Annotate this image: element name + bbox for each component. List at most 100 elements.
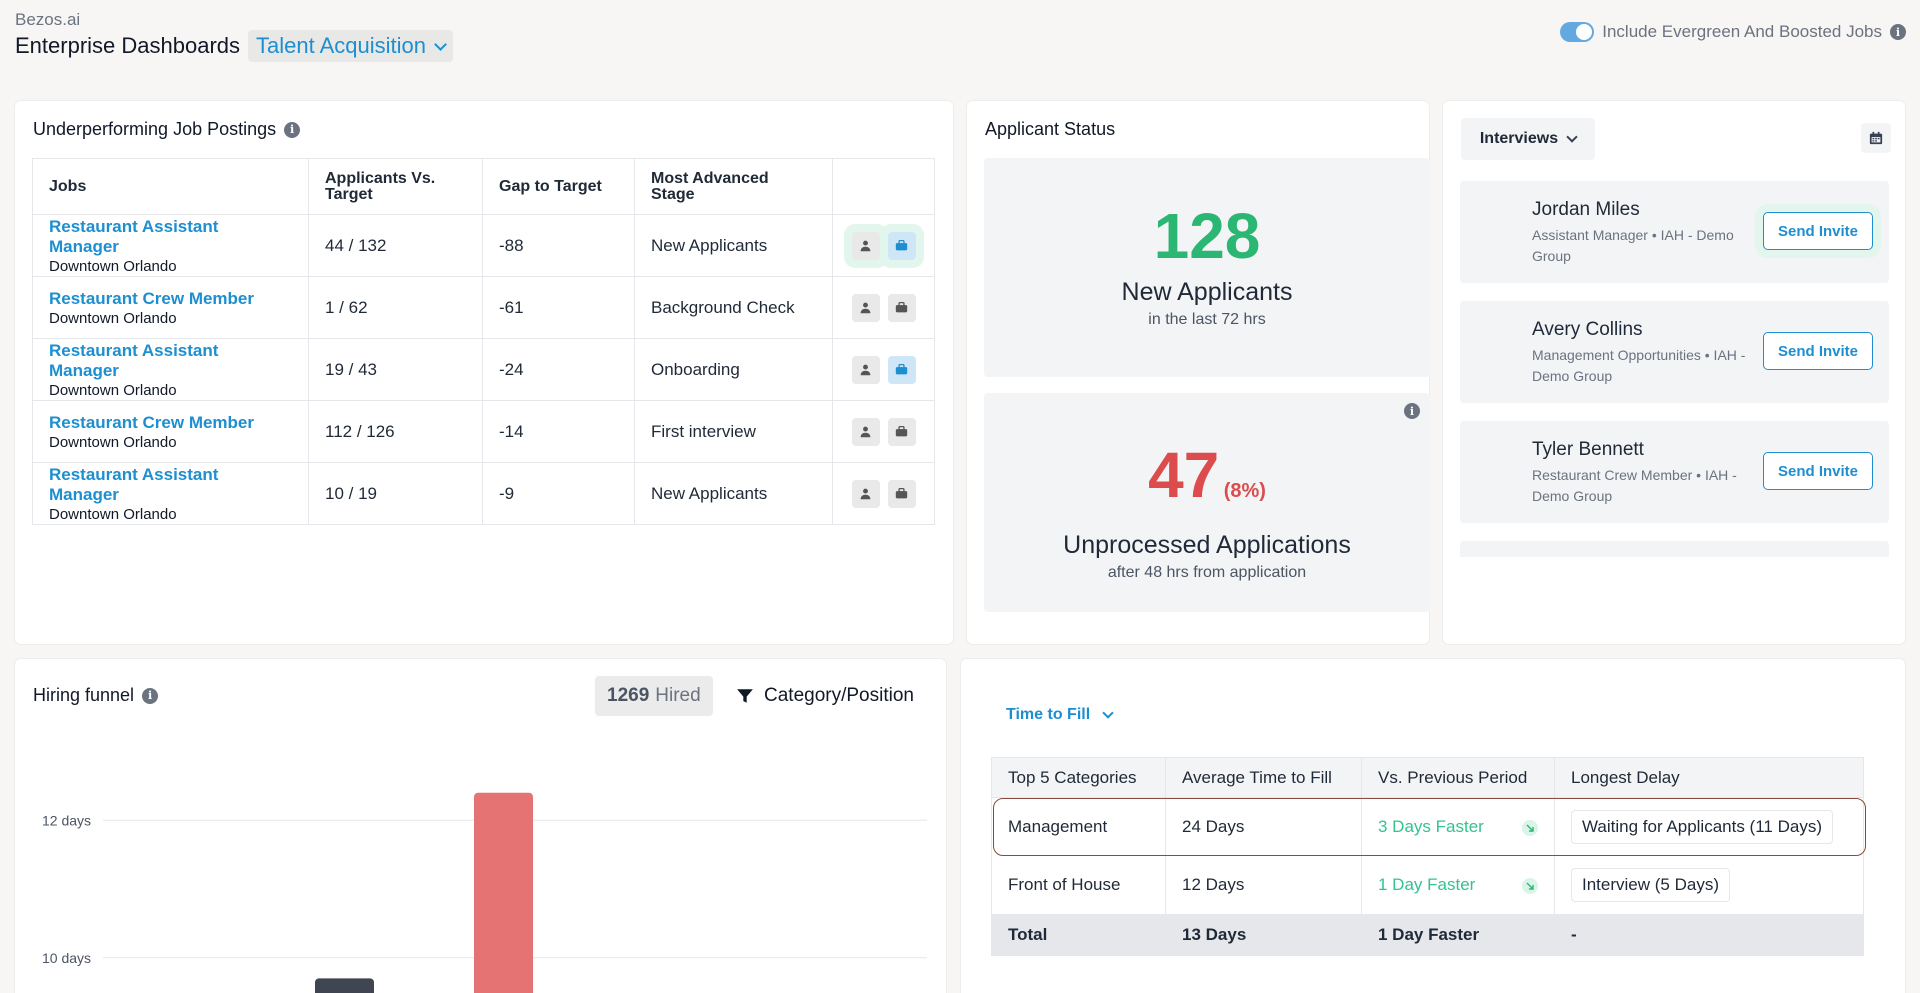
actions-cell (832, 338, 935, 401)
total-vs: 1 Day Faster (1361, 913, 1555, 956)
briefcase-icon (895, 239, 908, 251)
y-tick-label: 12 days (42, 812, 91, 828)
stage-cell: Onboarding (634, 338, 833, 401)
total-delay: - (1554, 913, 1864, 956)
briefcase-icon (895, 363, 908, 375)
new-applicants-label: New Applicants (1121, 278, 1293, 306)
new-applicants-box[interactable]: 128 New Applicants in the last 72 hrs (984, 158, 1430, 377)
evergreen-toggle-group: Include Evergreen And Boosted Jobs i (1560, 22, 1906, 42)
job-button[interactable] (887, 417, 916, 446)
col-vs-previous: Vs. Previous Period (1361, 757, 1555, 798)
job-link[interactable]: Restaurant Assistant Manager (49, 464, 219, 504)
unprocessed-box[interactable]: i 47 (8%) Unprocessed Applications after… (984, 393, 1430, 612)
filter-icon (737, 689, 753, 703)
vs-previous-value: 3 Days Faster (1378, 816, 1484, 836)
job-button[interactable] (887, 479, 916, 508)
delay-pill: Interview (5 Days) (1571, 867, 1730, 902)
job-cell: Restaurant Assistant Manager Downtown Or… (32, 338, 309, 401)
hired-label: Hired (655, 685, 701, 706)
col-most-advanced-stage: Most Advanced Stage (634, 158, 833, 215)
department-select-label: Talent Acquisition (256, 33, 427, 58)
title-row: Enterprise Dashboards Talent Acquisition (15, 30, 454, 62)
category-filter-button[interactable]: Category/Position (736, 676, 914, 716)
col-longest-delay: Longest Delay (1554, 757, 1864, 798)
chevron-down-icon (434, 37, 447, 51)
job-button[interactable] (887, 355, 916, 384)
candidate-button[interactable] (851, 417, 880, 446)
send-invite-button[interactable]: Send Invite (1763, 212, 1873, 250)
y-tick-label: 10 days (42, 950, 91, 966)
briefcase-icon (895, 425, 908, 437)
interview-list-more (1460, 541, 1889, 557)
hired-count: 1269 (607, 685, 650, 706)
interview-candidate-card: Tyler Bennett Restaurant Crew Member • I… (1460, 421, 1889, 523)
job-link[interactable]: Restaurant Assistant Manager (49, 216, 219, 256)
applicants-cell: 112 / 126 (308, 400, 483, 463)
chevron-down-icon (1102, 707, 1114, 719)
send-invite-button[interactable]: Send Invite (1763, 332, 1873, 370)
table-row[interactable]: Management 24 Days 3 Days Faster Waiting… (991, 797, 1864, 856)
time-to-fill-table: Top 5 Categories Average Time to Fill Vs… (991, 757, 1864, 956)
table-row: Restaurant Crew Member Downtown Orlando … (32, 400, 935, 463)
info-icon[interactable]: i (142, 687, 159, 704)
total-avg: 13 Days (1165, 913, 1362, 956)
job-cell: Restaurant Crew Member Downtown Orlando (32, 276, 309, 339)
stage-cell: New Applicants (634, 462, 833, 525)
new-applicants-sub: in the last 72 hrs (1148, 311, 1266, 328)
job-location: Downtown Orlando (49, 381, 177, 399)
info-icon[interactable]: i (1404, 403, 1420, 419)
trend-down-icon (1522, 819, 1538, 836)
unprocessed-label: Unprocessed Applications (1063, 531, 1351, 559)
person-icon (860, 240, 871, 252)
actions-cell (832, 400, 935, 463)
funnel-bar[interactable] (315, 978, 374, 993)
evergreen-toggle[interactable] (1560, 22, 1595, 42)
candidate-name: Tyler Bennett (1532, 439, 1644, 460)
job-link[interactable]: Restaurant Assistant Manager (49, 340, 219, 380)
time-to-fill-card: Time to Fill Top 5 Categories Average Ti… (961, 659, 1905, 993)
stage-cell: Background Check (634, 276, 833, 339)
trend-down-icon (1522, 877, 1538, 894)
calendar-icon (1869, 131, 1883, 145)
candidate-button[interactable] (851, 355, 880, 384)
info-icon[interactable]: i (1890, 24, 1906, 40)
candidate-role: Management Opportunities • IAH - Demo Gr… (1532, 347, 1746, 384)
funnel-bar[interactable] (474, 792, 533, 993)
candidate-button[interactable] (851, 293, 880, 322)
job-cell: Restaurant Assistant Manager Downtown Or… (32, 214, 309, 277)
col-average-time: Average Time to Fill (1165, 757, 1362, 798)
interviews-select[interactable]: Interviews (1461, 118, 1595, 160)
job-link[interactable]: Restaurant Crew Member (49, 412, 255, 432)
send-invite-button[interactable]: Send Invite (1763, 452, 1873, 490)
hiring-funnel-chart: 12 days 10 days (42, 792, 927, 993)
unprocessed-percent: (8%) (1223, 480, 1266, 502)
stage-cell: New Applicants (634, 214, 833, 277)
candidate-button[interactable] (851, 231, 880, 260)
vs-previous-value: 1 Day Faster (1378, 874, 1476, 894)
underperforming-title: Underperforming Job Postings (33, 119, 277, 139)
hiring-funnel-title-group: Hiring funnel i (33, 685, 159, 706)
candidate-role: Restaurant Crew Member • IAH - Demo Grou… (1532, 467, 1737, 504)
vs-previous-cell: 1 Day Faster (1361, 855, 1555, 914)
new-applicants-count: 128 (1153, 200, 1261, 272)
col-jobs: Jobs (32, 158, 309, 215)
candidate-button[interactable] (851, 479, 880, 508)
gap-cell: -9 (482, 462, 635, 525)
applicants-cell: 1 / 62 (308, 276, 483, 339)
gap-cell: -24 (482, 338, 635, 401)
job-location: Downtown Orlando (49, 257, 177, 275)
hired-badge: 1269 Hired (595, 676, 713, 716)
job-link[interactable]: Restaurant Crew Member (49, 288, 255, 308)
calendar-button[interactable] (1861, 123, 1891, 153)
actions-cell (832, 462, 935, 525)
table-row[interactable]: Front of House 12 Days 1 Day Faster Inte… (991, 855, 1864, 914)
job-button[interactable] (887, 293, 916, 322)
table-header-row: Top 5 Categories Average Time to Fill Vs… (991, 757, 1864, 798)
job-button[interactable] (887, 231, 916, 260)
col-actions (832, 158, 935, 215)
briefcase-icon (895, 301, 908, 313)
department-select[interactable]: Talent Acquisition (248, 30, 454, 62)
time-to-fill-select[interactable]: Time to Fill (1006, 706, 1114, 724)
briefcase-icon (895, 487, 908, 499)
info-icon[interactable]: i (284, 121, 301, 138)
